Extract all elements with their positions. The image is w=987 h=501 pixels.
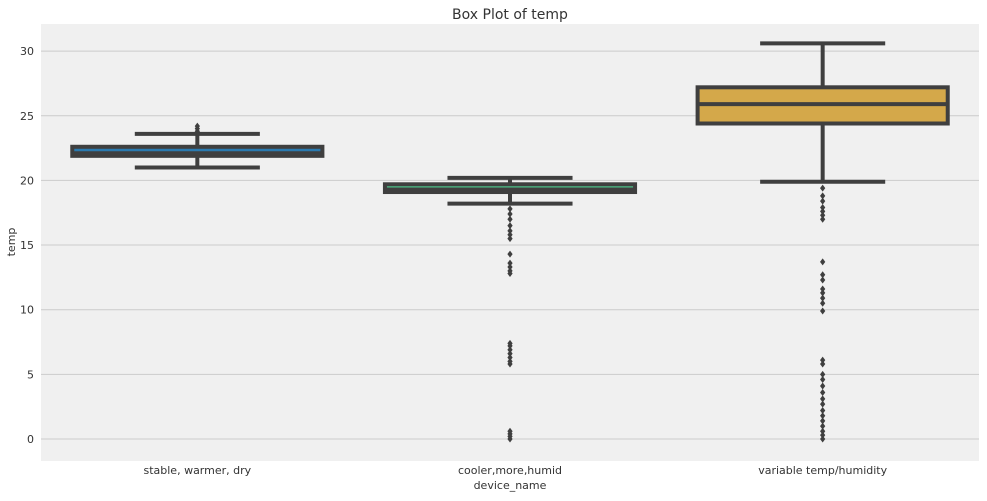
- y-tick-label: 5: [27, 368, 34, 381]
- x-axis-label: device_name: [474, 479, 547, 492]
- outlier-point: [820, 276, 826, 284]
- outlier-point: [507, 215, 513, 223]
- outlier-point: [820, 356, 826, 364]
- outlier-point: [820, 215, 826, 223]
- outlier-point: [507, 210, 513, 218]
- outlier-point: [507, 267, 513, 275]
- outlier-point: [820, 382, 826, 390]
- x-tick-label: variable temp/humidity: [758, 464, 887, 477]
- outlier-point: [194, 122, 200, 130]
- outlier-point: [820, 422, 826, 430]
- outlier-point: [507, 205, 513, 213]
- outlier-point: [820, 294, 826, 302]
- outlier-point: [820, 417, 826, 425]
- outlier-point: [820, 388, 826, 396]
- outlier-point: [820, 412, 826, 420]
- y-tick-label: 25: [20, 110, 34, 123]
- y-tick-labels: 0 5 10 15 20 25 30: [20, 45, 34, 446]
- outlier-point: [507, 227, 513, 235]
- outlier-point: [820, 435, 826, 443]
- outlier-point: [507, 427, 513, 435]
- outlier-point: [507, 231, 513, 239]
- outlier-point: [507, 235, 513, 243]
- outlier-point: [507, 350, 513, 358]
- outlier-point: [507, 222, 513, 230]
- outlier-point: [820, 204, 826, 212]
- outlier-point: [507, 250, 513, 258]
- y-tick-label: 30: [20, 45, 34, 58]
- y-tick-label: 0: [27, 433, 34, 446]
- boxes: [70, 41, 950, 443]
- outlier-point: [820, 370, 826, 378]
- y-tick-label: 10: [20, 304, 34, 317]
- outlier-point: [507, 346, 513, 354]
- outlier-point: [820, 360, 826, 368]
- outlier-point: [820, 207, 826, 215]
- outlier-point: [820, 299, 826, 307]
- outlier-point: [820, 197, 826, 205]
- outlier-point: [507, 354, 513, 362]
- outlier-point: [820, 271, 826, 279]
- outlier-point: [820, 400, 826, 408]
- x-tick-label: cooler,more,humid: [458, 464, 562, 477]
- outlier-point: [820, 289, 826, 297]
- x-tick-labels: stable, warmer, dry cooler,more,humid vari…: [143, 464, 887, 477]
- outlier-point: [820, 258, 826, 266]
- outlier-point: [820, 427, 826, 435]
- box-group: [70, 122, 325, 170]
- outlier-point: [820, 211, 826, 219]
- box-group: [695, 41, 950, 443]
- x-tick-label: stable, warmer, dry: [143, 464, 251, 477]
- outlier-point: [820, 184, 826, 192]
- chart-title: Box Plot of temp: [452, 7, 568, 23]
- y-tick-label: 20: [20, 174, 34, 187]
- outlier-point: [820, 192, 826, 200]
- y-axis-label: temp: [5, 228, 18, 257]
- outlier-point: [820, 407, 826, 415]
- outlier-point: [820, 376, 826, 384]
- outlier-point: [507, 339, 513, 347]
- y-tick-label: 15: [20, 239, 34, 252]
- outlier-point: [507, 259, 513, 267]
- outlier-point: [507, 263, 513, 271]
- outlier-point: [507, 357, 513, 365]
- outlier-point: [820, 307, 826, 315]
- outlier-point: [820, 395, 826, 403]
- outlier-point: [820, 431, 826, 439]
- box-group: [382, 175, 638, 443]
- outlier-point: [820, 285, 826, 293]
